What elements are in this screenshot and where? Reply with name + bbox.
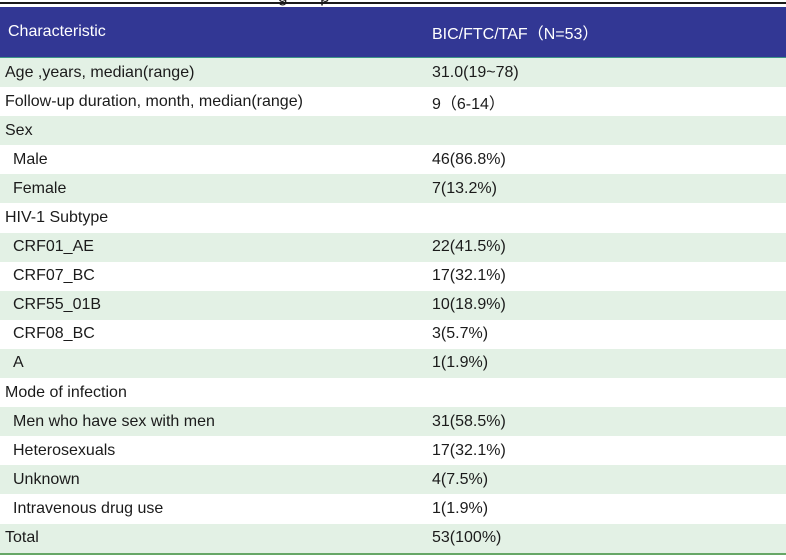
table-row: Follow-up duration, month, median(range)… bbox=[0, 87, 786, 117]
table-top-rule bbox=[0, 2, 786, 4]
column-header-characteristic: Characteristic bbox=[8, 23, 106, 40]
row-value: 9（6-14） bbox=[432, 95, 505, 113]
row-label: Total bbox=[5, 529, 39, 547]
row-value: 1(1.9%) bbox=[432, 354, 489, 372]
row-label: Sex bbox=[5, 121, 33, 139]
row-label: Men who have sex with men bbox=[13, 412, 215, 430]
row-value: 17(32.1%) bbox=[432, 441, 506, 459]
table-header-row: Characteristic BIC/FTC/TAF（N=53） bbox=[0, 7, 786, 58]
row-value: 53(100%) bbox=[432, 529, 502, 547]
column-header-bic-ftc-taf: BIC/FTC/TAF（N=53） bbox=[432, 26, 599, 43]
row-value: 7(13.2%) bbox=[432, 179, 497, 197]
table-row: Sex bbox=[0, 116, 786, 146]
table-row: CRF08_BC 3(5.7%) bbox=[0, 319, 786, 349]
table-row: Male 46(86.8%) bbox=[0, 145, 786, 175]
table-bottom-rule bbox=[0, 552, 786, 555]
row-label: Female bbox=[13, 179, 67, 197]
row-label: Age ,years, median(range) bbox=[5, 63, 195, 81]
row-label: A bbox=[13, 354, 24, 372]
top-strip: g p bbox=[0, 0, 786, 7]
table-row: CRF55_01B 10(18.9%) bbox=[0, 290, 786, 320]
row-label: Intravenous drug use bbox=[13, 499, 164, 517]
row-label: HIV-1 Subtype bbox=[5, 209, 109, 227]
row-value: 4(7.5%) bbox=[432, 470, 489, 488]
row-label: Mode of infection bbox=[5, 383, 127, 401]
table-row: CRF07_BC 17(32.1%) bbox=[0, 261, 786, 291]
row-label: Follow-up duration, month, median(range) bbox=[5, 92, 303, 110]
table-row: A 1(1.9%) bbox=[0, 348, 786, 379]
row-label: CRF01_AE bbox=[13, 238, 94, 256]
row-value: 17(32.1%) bbox=[432, 267, 506, 285]
table-row: Total 53(100%) bbox=[0, 523, 786, 553]
table-row: Unknown 4(7.5%) bbox=[0, 465, 786, 495]
table-row: HIV-1 Subtype bbox=[0, 203, 786, 233]
row-value: 1(1.9%) bbox=[432, 499, 489, 517]
row-value: 22(41.5%) bbox=[432, 238, 506, 256]
table-row: CRF01_AE 22(41.5%) bbox=[0, 232, 786, 262]
row-label: CRF08_BC bbox=[13, 325, 95, 343]
row-label: Male bbox=[13, 150, 48, 168]
row-label: Heterosexuals bbox=[13, 441, 116, 459]
row-value: 31(58.5%) bbox=[432, 412, 506, 430]
table-row: Mode of infection bbox=[0, 378, 786, 408]
table-row: Age ,years, median(range) 31.0(19~78) bbox=[0, 58, 786, 88]
row-value: 3(5.7%) bbox=[432, 325, 489, 343]
table-row: Heterosexuals 17(32.1%) bbox=[0, 436, 786, 466]
row-value: 31.0(19~78) bbox=[432, 63, 519, 81]
row-label: Unknown bbox=[13, 470, 80, 488]
row-value: 46(86.8%) bbox=[432, 150, 506, 168]
cropped-title-fragment: g p bbox=[278, 0, 344, 7]
row-label: CRF07_BC bbox=[13, 267, 95, 285]
table-row: Intravenous drug use 1(1.9%) bbox=[0, 494, 786, 524]
table-row: Female 7(13.2%) bbox=[0, 174, 786, 204]
row-value: 10(18.9%) bbox=[432, 296, 506, 314]
row-label: CRF55_01B bbox=[13, 296, 102, 314]
table-row: Men who have sex with men 31(58.5%) bbox=[0, 407, 786, 437]
table-body: Age ,years, median(range) 31.0(19~78) Fo… bbox=[0, 58, 786, 553]
